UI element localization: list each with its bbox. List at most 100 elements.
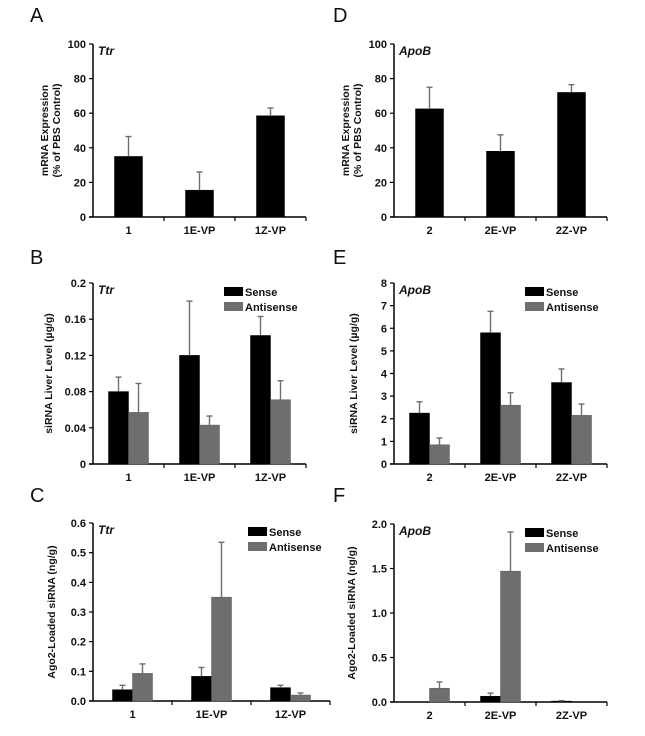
x-category-label: 1E-VP	[196, 709, 228, 721]
x-category-label: 1E-VP	[184, 472, 216, 484]
x-category-label: 2	[426, 710, 432, 722]
gene-label: ApoB	[398, 283, 431, 297]
bar-mrna	[185, 189, 214, 218]
panel-d: D 0 20 40 60 80 100 2 2E-VP 2Z-VP mRNA Expression(…	[333, 5, 608, 237]
legend-swatch-antisense	[224, 302, 243, 311]
x-category-label: 2Z-VP	[556, 225, 587, 237]
y-axis-title: Ago2-Loaded siRNA (ng/g)	[46, 545, 58, 678]
panel-f: F 0.0 0.5 1.0 1.5 2.0 2 2E-VP 2Z-VP Ago2-Loaded s…	[333, 485, 608, 722]
panel-letter: F	[333, 485, 345, 507]
y-tick-label: 0.04	[65, 423, 87, 435]
bar-sense	[108, 391, 129, 465]
y-tick-label: 80	[74, 74, 86, 86]
y-tick-label: 0.6	[71, 518, 86, 530]
bar-antisense	[429, 444, 450, 465]
y-tick-label: 4	[381, 369, 388, 381]
x-category-label: 2	[426, 472, 432, 484]
y-axis-title: siRNA Liver Level (µg/g)	[348, 313, 360, 434]
x-category-label: 1Z-VP	[275, 709, 306, 721]
x-category-label: 1Z-VP	[255, 472, 286, 484]
y-axis-title: (% of PBS Control)	[51, 84, 63, 178]
panel-letter: A	[30, 5, 44, 27]
bar-antisense	[290, 694, 311, 702]
y-tick-label: 1.5	[372, 564, 387, 576]
bar-antisense	[571, 415, 592, 465]
y-tick-label: 40	[74, 143, 86, 155]
y-tick-label: 3	[381, 391, 387, 403]
y-tick-label: 0.12	[65, 350, 86, 362]
y-tick-label: 8	[381, 278, 387, 290]
bar-mrna	[415, 108, 444, 218]
panel-c: C 0.0 0.1 0.2 0.3 0.4 0.5 0.6 1 1E-VP 1Z-VP Ago2-Lo…	[30, 485, 331, 721]
panel-letter: C	[30, 485, 44, 507]
y-tick-label: 0.4	[71, 577, 87, 589]
bar-sense	[179, 355, 200, 465]
legend-label: Antisense	[245, 302, 298, 314]
gene-label: ApoB	[398, 524, 431, 538]
y-tick-label: 80	[375, 74, 387, 86]
x-category-label: 2E-VP	[485, 710, 517, 722]
bar-sense	[551, 382, 572, 465]
y-tick-label: 20	[375, 177, 387, 189]
legend-label: Sense	[269, 527, 301, 539]
bar-antisense	[199, 424, 220, 465]
y-axis-title: mRNA Expression	[340, 85, 352, 176]
y-tick-label: 0	[381, 459, 387, 471]
bar-sense	[409, 412, 430, 465]
y-axis-title: (% of PBS Control)	[352, 84, 364, 178]
bar-antisense	[429, 687, 450, 703]
y-tick-label: 0.1	[71, 666, 86, 678]
y-tick-label: 100	[369, 39, 387, 51]
panel-letter: E	[333, 247, 346, 269]
y-axis-title: mRNA Expression	[39, 85, 51, 176]
bar-antisense	[500, 570, 521, 703]
bar-antisense	[128, 412, 149, 465]
y-tick-label: 0.5	[71, 548, 86, 560]
x-category-label: 2	[426, 225, 432, 237]
bar-mrna	[114, 156, 143, 218]
y-tick-label: 100	[68, 39, 86, 51]
bar-sense	[112, 689, 133, 702]
x-category-label: 1	[125, 225, 131, 237]
y-tick-label: 7	[381, 301, 387, 313]
x-category-label: 2Z-VP	[556, 472, 587, 484]
panel-a: A 0 20 40 60 80 100 1 1E-VP 1Z-VP mRNA Expression(…	[30, 5, 307, 237]
y-tick-label: 0	[381, 212, 387, 224]
gene-label: Ttr	[98, 283, 115, 297]
gene-label: Ttr	[98, 523, 115, 537]
panel-letter: D	[333, 5, 347, 27]
bar-sense	[480, 332, 501, 465]
x-category-label: 2E-VP	[485, 225, 517, 237]
y-tick-label: 0.3	[71, 607, 86, 619]
y-tick-label: 0.16	[65, 314, 86, 326]
panel-e: E 0 1 2 3 4 5 6 7 8 2 2E-VP 2Z-VP siRNA Liver Level (…	[333, 247, 608, 484]
bar-mrna	[557, 92, 586, 218]
bar-antisense	[211, 596, 232, 702]
y-tick-label: 0.5	[372, 653, 387, 665]
y-tick-label: 0.2	[71, 637, 86, 649]
bar-antisense	[270, 399, 291, 465]
legend-swatch-sense	[525, 287, 544, 296]
x-category-label: 2Z-VP	[556, 710, 587, 722]
y-tick-label: 5	[381, 346, 387, 358]
legend-swatch-sense	[525, 528, 544, 537]
legend-label: Antisense	[269, 542, 322, 554]
y-tick-label: 0	[80, 459, 86, 471]
bar-mrna	[256, 115, 285, 218]
bar-antisense	[500, 404, 521, 465]
legend-label: Sense	[546, 287, 578, 299]
bar-sense	[270, 687, 291, 702]
y-tick-label: 0.0	[71, 696, 86, 708]
x-category-label: 1	[125, 472, 131, 484]
y-tick-label: 60	[375, 108, 387, 120]
legend-label: Sense	[245, 287, 277, 299]
y-tick-label: 40	[375, 143, 387, 155]
y-tick-label: 0.0	[372, 697, 387, 709]
bar-sense	[191, 676, 212, 702]
legend-swatch-sense	[248, 527, 267, 536]
legend-label: Sense	[546, 528, 578, 540]
bar-sense	[480, 695, 501, 703]
panel-b: B 0 0.04 0.08 0.12 0.16 0.2 1 1E-VP 1Z-VP siRNA Li…	[30, 247, 307, 484]
gene-label: Ttr	[98, 44, 115, 58]
legend-swatch-antisense	[525, 302, 544, 311]
